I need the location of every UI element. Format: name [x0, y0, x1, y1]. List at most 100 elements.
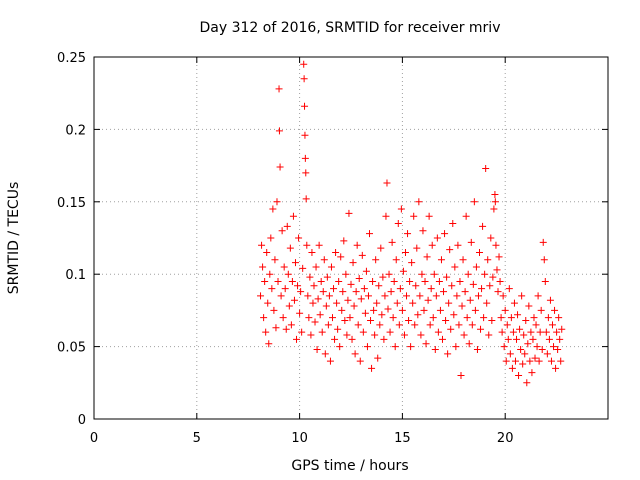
data-point: [464, 270, 472, 278]
data-point: [341, 317, 349, 325]
data-point: [368, 364, 376, 372]
data-point: [532, 321, 540, 329]
data-point: [491, 191, 499, 199]
data-point: [536, 328, 544, 336]
data-point: [399, 267, 407, 275]
data-point: [479, 222, 487, 230]
data-point: [269, 205, 277, 213]
data-point: [314, 295, 322, 303]
data-point: [302, 195, 310, 203]
data-point: [266, 270, 274, 278]
data-point: [483, 299, 491, 307]
data-point: [441, 230, 449, 238]
data-point: [490, 205, 498, 213]
data-point: [500, 343, 508, 351]
data-point: [481, 270, 489, 278]
data-point: [290, 296, 298, 304]
data-point: [351, 350, 359, 358]
data-point: [270, 306, 278, 314]
data-point: [518, 292, 526, 300]
data-point: [356, 357, 364, 365]
data-point: [413, 244, 421, 252]
data-point: [488, 317, 496, 325]
data-point: [339, 288, 347, 296]
data-point: [524, 340, 532, 348]
data-point: [478, 285, 486, 293]
data-point: [376, 321, 384, 329]
data-point: [474, 292, 482, 300]
data-point: [533, 343, 541, 351]
data-point: [335, 277, 343, 285]
data-point: [353, 241, 361, 249]
data-point: [317, 277, 325, 285]
data-point: [338, 306, 346, 314]
data-point: [333, 299, 341, 307]
data-point: [535, 357, 543, 365]
data-point: [414, 311, 422, 319]
data-point: [530, 314, 538, 322]
data-point: [386, 328, 394, 336]
data-point: [325, 292, 333, 300]
data-point: [303, 241, 311, 249]
data-point: [424, 296, 432, 304]
data-point: [289, 212, 297, 220]
data-point: [416, 292, 424, 300]
data-point: [471, 306, 479, 314]
data-point: [410, 212, 418, 220]
data-point: [305, 314, 313, 322]
data-point: [298, 328, 306, 336]
data-point: [267, 234, 275, 242]
data-point: [271, 256, 279, 264]
data-point: [401, 248, 409, 256]
data-point: [462, 212, 470, 220]
data-point: [279, 314, 287, 322]
data-point: [426, 321, 434, 329]
data-point: [324, 321, 332, 329]
data-point: [556, 335, 564, 343]
data-point: [527, 328, 535, 336]
data-point: [383, 179, 391, 187]
data-point: [367, 317, 375, 325]
data-point: [485, 331, 493, 339]
data-point: [283, 222, 291, 230]
y-tick-label: 0: [78, 413, 86, 428]
data-point: [480, 314, 488, 322]
data-point: [394, 220, 402, 228]
data-point: [389, 314, 397, 322]
data-point: [504, 335, 512, 343]
data-point: [557, 357, 565, 365]
data-point: [347, 280, 355, 288]
data-point: [377, 244, 385, 252]
data-point: [486, 282, 494, 290]
data-point: [405, 317, 413, 325]
data-point: [452, 343, 460, 351]
data-point: [371, 331, 379, 339]
data-point: [316, 311, 324, 319]
data-point: [360, 285, 368, 293]
data-point: [395, 321, 403, 329]
data-point: [321, 350, 329, 358]
y-axis-label: SRMTID / TECUs: [6, 182, 22, 295]
data-point: [528, 369, 536, 377]
data-point: [276, 163, 284, 171]
data-point: [454, 241, 462, 249]
data-point: [397, 205, 405, 213]
data-point: [438, 335, 446, 343]
data-point: [406, 277, 414, 285]
data-point: [362, 267, 370, 275]
y-tick-label: 0.25: [57, 51, 86, 66]
y-tick-label: 0.05: [57, 341, 86, 356]
data-point: [522, 317, 530, 325]
data-point: [288, 277, 296, 285]
data-point: [468, 321, 476, 329]
data-point: [435, 277, 443, 285]
data-point: [291, 259, 299, 267]
data-point: [354, 321, 362, 329]
data-point: [552, 364, 560, 372]
data-point: [260, 314, 268, 322]
data-point: [366, 230, 374, 238]
data-point: [446, 246, 454, 254]
y-tick-label: 0.1: [65, 268, 86, 283]
data-point: [531, 354, 539, 362]
data-point: [286, 244, 294, 252]
